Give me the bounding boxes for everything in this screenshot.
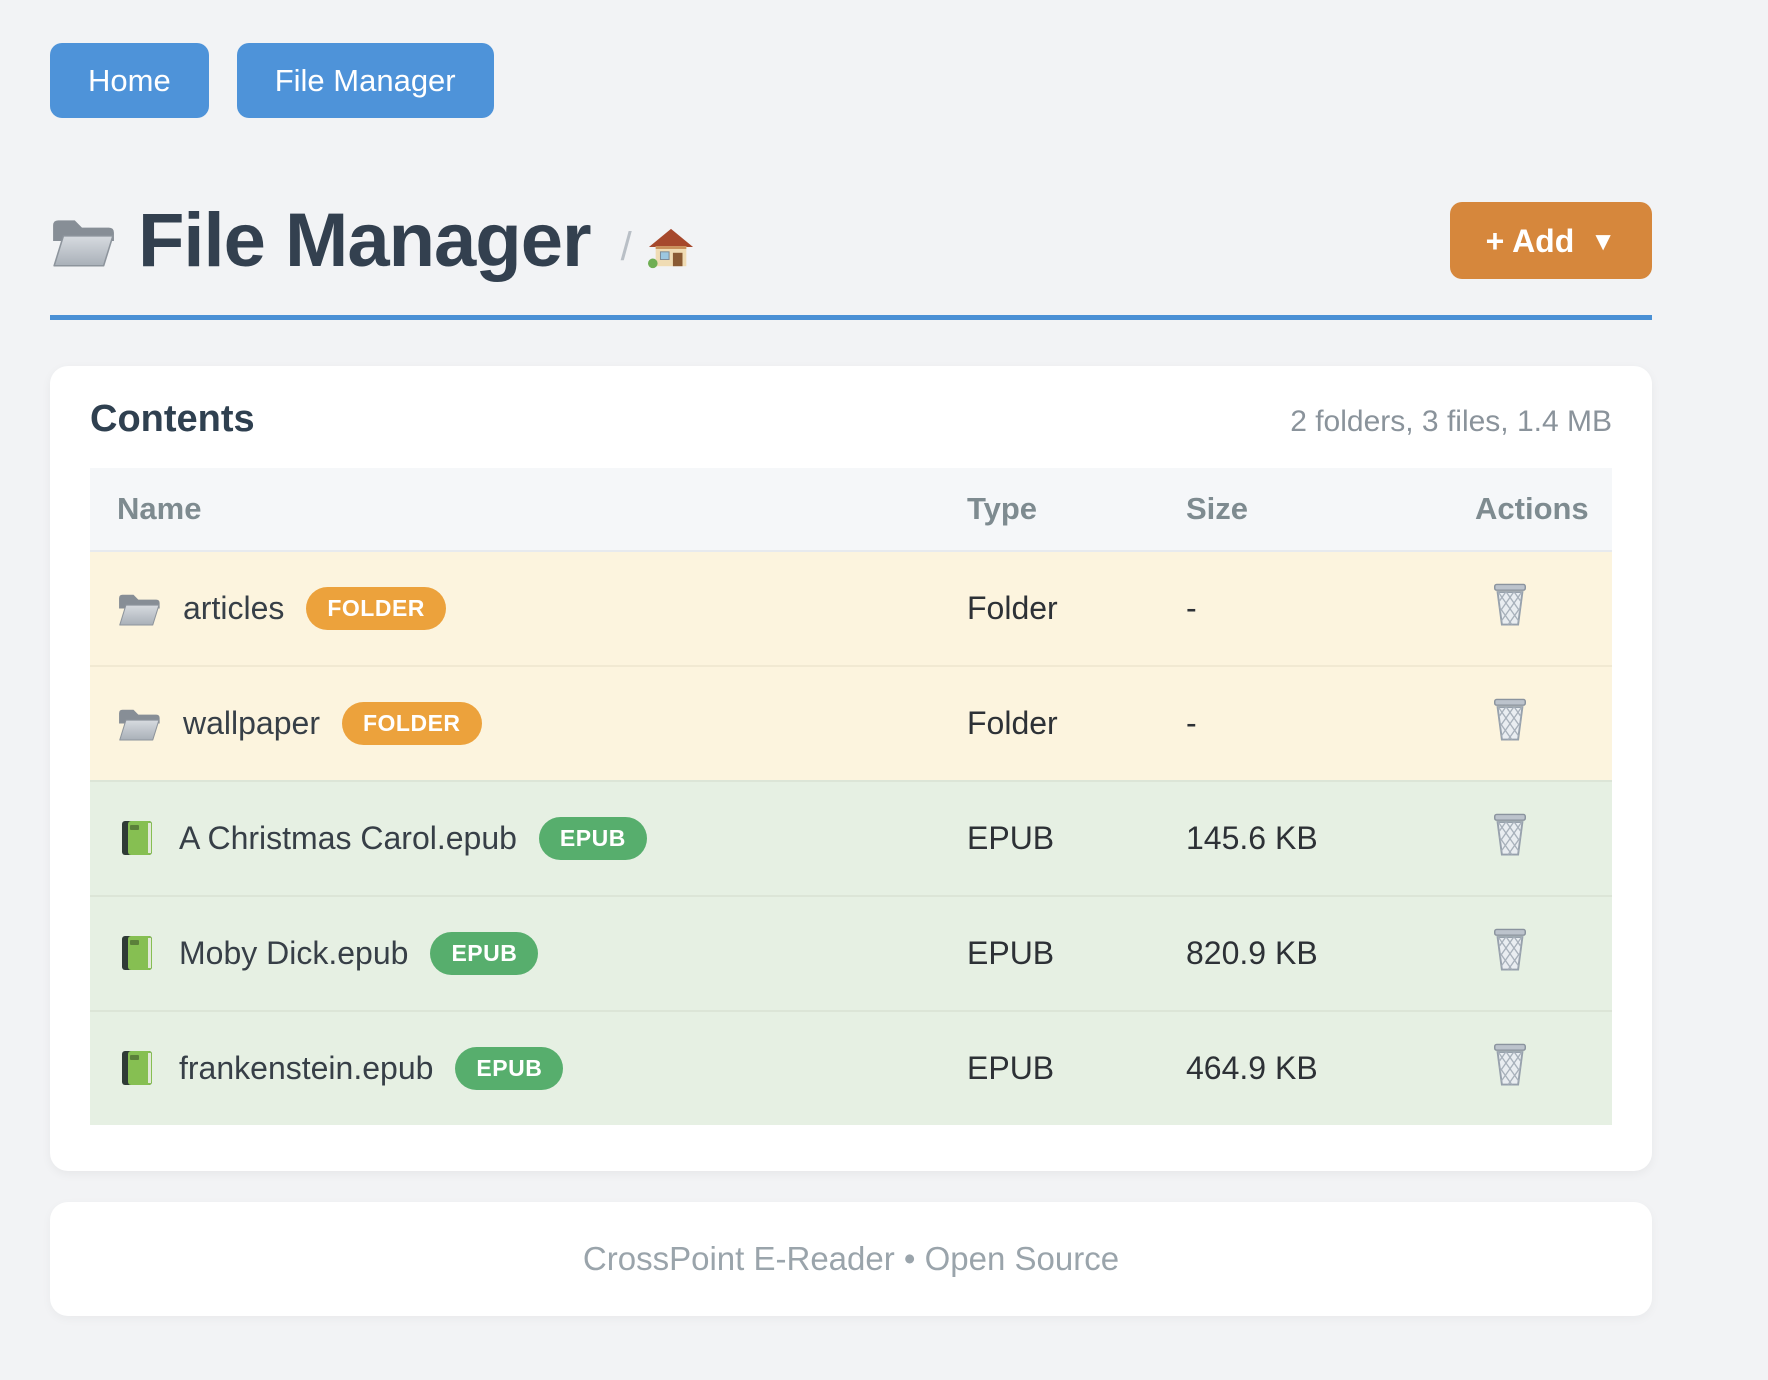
folder-icon <box>117 589 161 628</box>
delete-button[interactable] <box>1489 581 1531 628</box>
page-header: File Manager / + Add ▼ <box>50 202 1652 279</box>
row-type: EPUB <box>967 819 1055 856</box>
add-button[interactable]: + Add ▼ <box>1449 202 1652 279</box>
delete-button[interactable] <box>1489 926 1531 973</box>
file-table-header: Name Type Size Actions <box>90 467 1612 552</box>
trash-icon <box>1489 1041 1531 1088</box>
header-divider <box>50 315 1652 320</box>
row-size: - <box>1186 704 1197 741</box>
breadcrumb: / <box>621 211 694 270</box>
row-type: EPUB <box>967 934 1055 971</box>
delete-button[interactable] <box>1489 811 1531 858</box>
trash-icon <box>1489 696 1531 743</box>
table-row: A Christmas Carol.epub EPUB EPUB 145.6 K… <box>90 779 1612 895</box>
trash-icon <box>1489 926 1531 973</box>
table-row: frankenstein.epub EPUB EPUB 464.9 KB <box>90 1009 1612 1125</box>
row-type: EPUB <box>967 1049 1055 1086</box>
row-type: Folder <box>967 589 1058 626</box>
contents-card: Contents 2 folders, 3 files, 1.4 MB Name… <box>50 366 1652 1171</box>
row-badge: EPUB <box>430 931 539 975</box>
open-folder-icon <box>50 212 116 270</box>
row-badge: FOLDER <box>341 701 482 745</box>
top-nav: Home File Manager <box>50 0 1652 118</box>
add-button-label: + Add <box>1485 222 1575 259</box>
breadcrumb-separator: / <box>620 225 632 269</box>
item-name[interactable]: frankenstein.epub <box>179 1049 434 1086</box>
column-header-type: Type <box>967 490 1038 526</box>
delete-button[interactable] <box>1489 696 1531 743</box>
footer: CrossPoint E-Reader • Open Source <box>50 1201 1652 1316</box>
item-name[interactable]: Moby Dick.epub <box>179 934 409 971</box>
folder-icon <box>117 704 161 743</box>
row-size: 145.6 KB <box>1186 819 1318 856</box>
caret-down-icon: ▼ <box>1590 225 1616 256</box>
table-row: wallpaper FOLDER Folder - <box>90 664 1612 780</box>
row-type: Folder <box>967 704 1058 741</box>
row-badge: FOLDER <box>306 586 446 630</box>
column-header-actions: Actions <box>1475 490 1589 526</box>
contents-summary: 2 folders, 3 files, 1.4 MB <box>1290 405 1612 438</box>
page-title: File Manager <box>138 197 592 283</box>
item-name[interactable]: A Christmas Carol.epub <box>179 819 517 856</box>
book-icon <box>117 1048 157 1088</box>
book-icon <box>117 933 157 973</box>
contents-title: Contents <box>90 398 255 440</box>
file-table-body: articles FOLDER Folder - <box>90 551 1612 1125</box>
column-header-name: Name <box>117 490 202 526</box>
trash-icon <box>1489 581 1531 628</box>
nav-home-button[interactable]: Home <box>50 43 209 118</box>
nav-file-manager-button[interactable]: File Manager <box>236 43 494 118</box>
item-name[interactable]: wallpaper <box>183 704 320 741</box>
item-name[interactable]: articles <box>183 589 285 626</box>
row-badge: EPUB <box>455 1046 564 1090</box>
trash-icon <box>1489 811 1531 858</box>
row-size: 464.9 KB <box>1186 1049 1318 1086</box>
column-header-size: Size <box>1186 490 1249 526</box>
table-row: Moby Dick.epub EPUB EPUB 820.9 KB <box>90 894 1612 1010</box>
house-icon[interactable] <box>647 226 694 270</box>
table-row: articles FOLDER Folder - <box>90 551 1612 665</box>
book-icon <box>117 818 157 858</box>
row-size: - <box>1186 589 1197 626</box>
footer-text: CrossPoint E-Reader • Open Source <box>582 1239 1120 1277</box>
file-table: Name Type Size Actions <box>90 467 1612 1125</box>
row-badge: EPUB <box>538 816 647 860</box>
row-size: 820.9 KB <box>1186 934 1318 971</box>
delete-button[interactable] <box>1489 1041 1531 1088</box>
